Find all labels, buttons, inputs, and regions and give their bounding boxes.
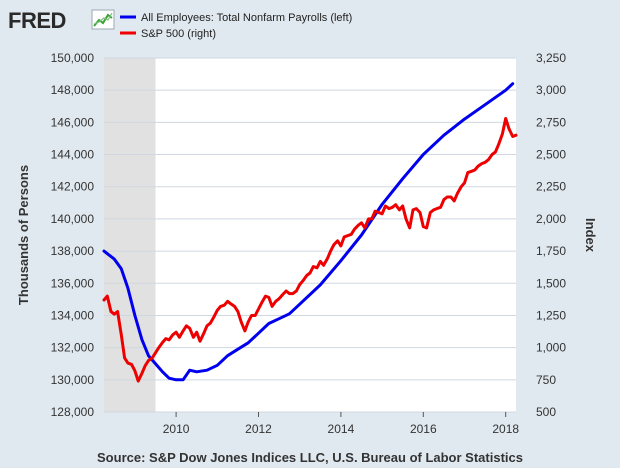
y-right-tick-label: 3,250 (536, 51, 566, 65)
y-left-tick-label: 142,000 (51, 180, 95, 194)
y-right-tick-label: 2,750 (536, 115, 566, 129)
y-left-tick-label: 140,000 (51, 212, 95, 226)
y-left-tick-label: 138,000 (51, 244, 95, 258)
x-axis-ticks: 2010 2012 2014 2016 2018 (163, 412, 519, 436)
source-note: Source: S&P Dow Jones Indices LLC, U.S. … (97, 450, 523, 465)
y-left-tick-label: 146,000 (51, 115, 95, 129)
x-tick-label: 2018 (492, 422, 519, 436)
y-right-tick-label: 2,500 (536, 148, 566, 162)
x-tick-label: 2010 (163, 422, 190, 436)
y-right-tick-label: 1,750 (536, 244, 566, 258)
y-left-tick-label: 136,000 (51, 276, 95, 290)
series-line-payrolls (102, 82, 515, 382)
fred-logo[interactable]: FRED (8, 8, 66, 33)
y-axis-right-ticks: 500 750 1,000 1,250 1,500 1,750 2,000 2,250 2,50… (536, 51, 566, 419)
y-left-tick-label: 130,000 (51, 373, 95, 387)
y-left-tick-label: 148,000 (51, 83, 95, 97)
x-tick-label: 2014 (328, 422, 355, 436)
legend-label-sp500: S&P 500 (right) (141, 28, 216, 40)
recession-shading (104, 58, 156, 412)
y-axis-left-title: Thousands of Persons (16, 165, 31, 305)
y-right-tick-label: 2,250 (536, 180, 566, 194)
series-lines (102, 82, 518, 383)
y-right-tick-label: 1,500 (536, 276, 566, 290)
y-right-tick-label: 2,000 (536, 212, 566, 226)
legend-label-payrolls: All Employees: Total Nonfarm Payrolls (l… (141, 12, 352, 24)
y-right-tick-label: 3,000 (536, 83, 566, 97)
gridlines (104, 57, 516, 413)
y-right-tick-label: 1,000 (536, 341, 566, 355)
y-left-tick-label: 144,000 (51, 148, 95, 162)
y-axis-left-ticks: 128,000 130,000 132,000 134,000 136,000 138,0… (51, 51, 95, 419)
plot-area (104, 58, 516, 412)
y-left-tick-label: 132,000 (51, 341, 95, 355)
y-axis-right-title: Index (583, 218, 598, 253)
y-left-tick-label: 150,000 (51, 51, 95, 65)
y-right-tick-label: 750 (536, 373, 556, 387)
y-left-tick-label: 128,000 (51, 405, 95, 419)
y-left-tick-label: 134,000 (51, 308, 95, 322)
y-right-tick-label: 500 (536, 405, 556, 419)
x-tick-label: 2012 (245, 422, 272, 436)
legend: All Employees: Total Nonfarm Payrolls (l… (120, 12, 352, 40)
fred-chart-icon (91, 9, 115, 30)
y-right-tick-label: 1,250 (536, 308, 566, 322)
series-line-sp500 (102, 117, 518, 383)
x-tick-label: 2016 (410, 422, 437, 436)
